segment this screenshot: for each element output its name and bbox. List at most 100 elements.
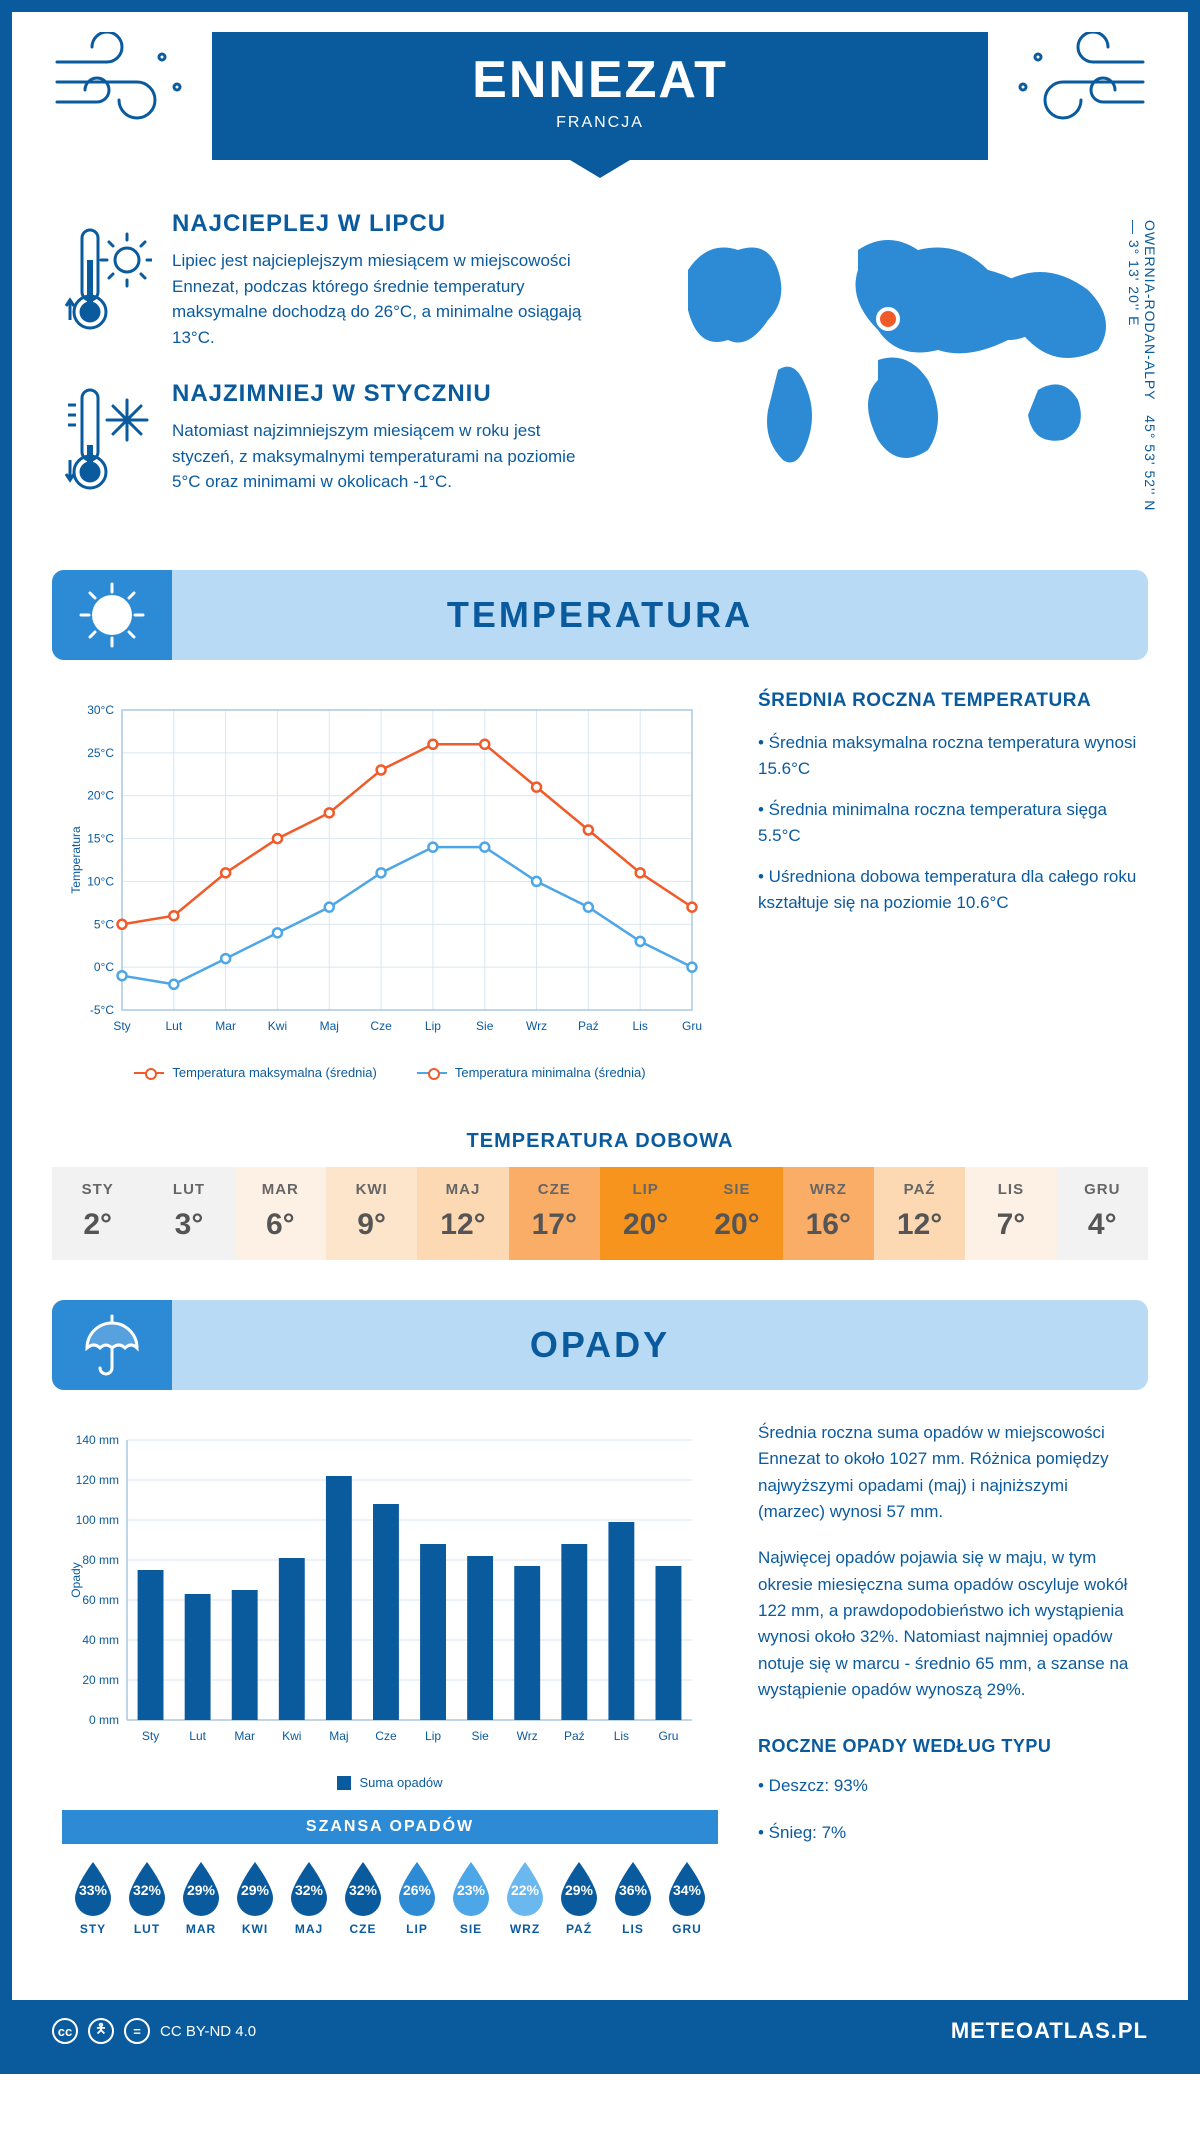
temp-info-b3: • Uśredniona dobowa temperatura dla całe… <box>758 864 1138 915</box>
chance-title: SZANSA OPADÓW <box>62 1810 718 1844</box>
precip-rain: • Deszcz: 93% <box>758 1773 1138 1799</box>
svg-text:60 mm: 60 mm <box>82 1593 119 1607</box>
daily-cell: LIP20° <box>600 1167 691 1260</box>
infographic-page: ENNEZAT FRANCJA <box>0 0 1200 2074</box>
svg-text:Cze: Cze <box>375 1729 397 1743</box>
svg-text:100 mm: 100 mm <box>76 1513 119 1527</box>
svg-text:Lis: Lis <box>633 1019 648 1033</box>
chance-cell: 29% PAŹ <box>554 1858 604 1936</box>
svg-text:Lut: Lut <box>165 1019 182 1033</box>
svg-text:Gru: Gru <box>682 1019 702 1033</box>
chance-cell: 32% CZE <box>338 1858 388 1936</box>
umbrella-icon <box>52 1300 172 1390</box>
country-name: FRANCJA <box>292 114 908 132</box>
chance-cell: 34% GRU <box>662 1858 712 1936</box>
thermometer-hot-icon <box>62 210 152 350</box>
daily-cell: SIE20° <box>691 1167 782 1260</box>
daily-cell: GRU4° <box>1057 1167 1148 1260</box>
svg-text:Lip: Lip <box>425 1019 441 1033</box>
svg-text:Paź: Paź <box>564 1729 585 1743</box>
svg-text:Sty: Sty <box>142 1729 159 1743</box>
daily-cell: PAŹ12° <box>874 1167 965 1260</box>
precip-p2: Najwięcej opadów pojawia się w maju, w t… <box>758 1545 1138 1703</box>
temperature-legend: .legend-sw:nth-child(1)::before{border-c… <box>62 1065 718 1080</box>
precip-info: Średnia roczna suma opadów w miejscowośc… <box>758 1420 1138 1950</box>
svg-text:Wrz: Wrz <box>517 1729 538 1743</box>
precip-snow: • Śnieg: 7% <box>758 1820 1138 1846</box>
svg-text:Cze: Cze <box>370 1019 392 1033</box>
precip-section-header: OPADY <box>52 1300 1148 1390</box>
nd-icon: = <box>124 2018 150 2044</box>
chance-cell: 33% STY <box>68 1858 118 1936</box>
temperature-section-header: TEMPERATURA <box>52 570 1148 660</box>
fact-hot: NAJCIEPLEJ W LIPCU Lipiec jest najcieple… <box>62 210 628 350</box>
precip-body: 0 mm 20 mm 40 mm 60 mm 80 mm 100 mm 120 mm 140 … <box>12 1420 1188 1980</box>
svg-text:20 mm: 20 mm <box>82 1673 119 1687</box>
svg-text:0 mm: 0 mm <box>89 1713 119 1727</box>
city-name: ENNEZAT <box>292 50 908 110</box>
fact-hot-text: Lipiec jest najcieplejszym miesiącem w m… <box>172 248 592 350</box>
chance-cell: 26% LIP <box>392 1858 442 1936</box>
chance-box: SZANSA OPADÓW 33% STY 32% LUT 29% MAR 29… <box>62 1810 718 1950</box>
svg-text:Sie: Sie <box>471 1729 489 1743</box>
svg-text:Maj: Maj <box>329 1729 348 1743</box>
svg-text:Opady: Opady <box>69 1562 83 1597</box>
chance-cell: 36% LIS <box>608 1858 658 1936</box>
title-banner: ENNEZAT FRANCJA <box>212 32 988 160</box>
svg-text:30°C: 30°C <box>87 703 114 717</box>
svg-text:Wrz: Wrz <box>526 1019 547 1033</box>
fact-cold-text: Natomiast najzimniejszym miesiącem w rok… <box>172 418 592 495</box>
facts-row: NAJCIEPLEJ W LIPCU Lipiec jest najcieple… <box>12 160 1188 560</box>
by-icon: 🯅 <box>88 2018 114 2044</box>
chance-cell: 22% WRZ <box>500 1858 550 1936</box>
temperature-body: -5°C0°C5°C10°C15°C20°C25°C30°CStyLutMarK… <box>12 690 1188 1110</box>
legend-precip: Suma opadów <box>359 1775 442 1790</box>
wind-icon-left <box>52 32 192 132</box>
svg-text:-5°C: -5°C <box>90 1003 114 1017</box>
wind-icon-right <box>1008 32 1148 132</box>
temperature-chart: -5°C0°C5°C10°C15°C20°C25°C30°CStyLutMarK… <box>62 690 718 1080</box>
precip-title: OPADY <box>530 1324 670 1366</box>
svg-text:0°C: 0°C <box>94 960 114 974</box>
svg-text:Maj: Maj <box>320 1019 339 1033</box>
precip-p1: Średnia roczna suma opadów w miejscowośc… <box>758 1420 1138 1525</box>
daily-cell: LIS7° <box>965 1167 1056 1260</box>
daily-cell: STY2° <box>52 1167 143 1260</box>
map-marker <box>878 309 898 329</box>
svg-text:15°C: 15°C <box>87 832 114 846</box>
svg-text:40 mm: 40 mm <box>82 1633 119 1647</box>
svg-text:Kwi: Kwi <box>282 1729 301 1743</box>
temperature-title: TEMPERATURA <box>447 594 753 636</box>
fact-cold: NAJZIMNIEJ W STYCZNIU Natomiast najzimni… <box>62 380 628 500</box>
precip-chart: 0 mm 20 mm 40 mm 60 mm 80 mm 100 mm 120 mm 140 … <box>62 1420 718 1950</box>
cc-icon: cc <box>52 2018 78 2044</box>
daily-temp-title: TEMPERATURA DOBOWA <box>12 1130 1188 1153</box>
daily-cell: WRZ16° <box>783 1167 874 1260</box>
chance-cell: 32% LUT <box>122 1858 172 1936</box>
svg-text:25°C: 25°C <box>87 746 114 760</box>
thermometer-cold-icon <box>62 380 152 500</box>
chance-cell: 29% MAR <box>176 1858 226 1936</box>
chance-row: 33% STY 32% LUT 29% MAR 29% KWI 32% MAJ <box>62 1844 718 1950</box>
svg-text:120 mm: 120 mm <box>76 1473 119 1487</box>
temp-info-b2: • Średnia minimalna roczna temperatura s… <box>758 797 1138 848</box>
temp-info-b1: • Średnia maksymalna roczna temperatura … <box>758 730 1138 781</box>
footer-license: cc 🯅 = CC BY-ND 4.0 <box>52 2018 256 2044</box>
legend-max: Temperatura maksymalna (średnia) <box>172 1065 376 1080</box>
svg-text:Paź: Paź <box>578 1019 599 1033</box>
svg-text:Lip: Lip <box>425 1729 441 1743</box>
svg-text:20°C: 20°C <box>87 789 114 803</box>
svg-text:Gru: Gru <box>658 1729 678 1743</box>
daily-temp-table: STY2°LUT3°MAR6°KWI9°MAJ12°CZE17°LIP20°SI… <box>52 1167 1148 1260</box>
svg-text:10°C: 10°C <box>87 874 114 888</box>
svg-text:80 mm: 80 mm <box>82 1553 119 1567</box>
svg-text:140 mm: 140 mm <box>76 1433 119 1447</box>
fact-cold-title: NAJZIMNIEJ W STYCZNIU <box>172 380 592 408</box>
svg-text:Sty: Sty <box>113 1019 130 1033</box>
daily-cell: MAJ12° <box>417 1167 508 1260</box>
chance-cell: 23% SIE <box>446 1858 496 1936</box>
svg-text:Lis: Lis <box>614 1729 629 1743</box>
legend-min: Temperatura minimalna (średnia) <box>455 1065 646 1080</box>
daily-cell: LUT3° <box>143 1167 234 1260</box>
daily-cell: KWI9° <box>326 1167 417 1260</box>
